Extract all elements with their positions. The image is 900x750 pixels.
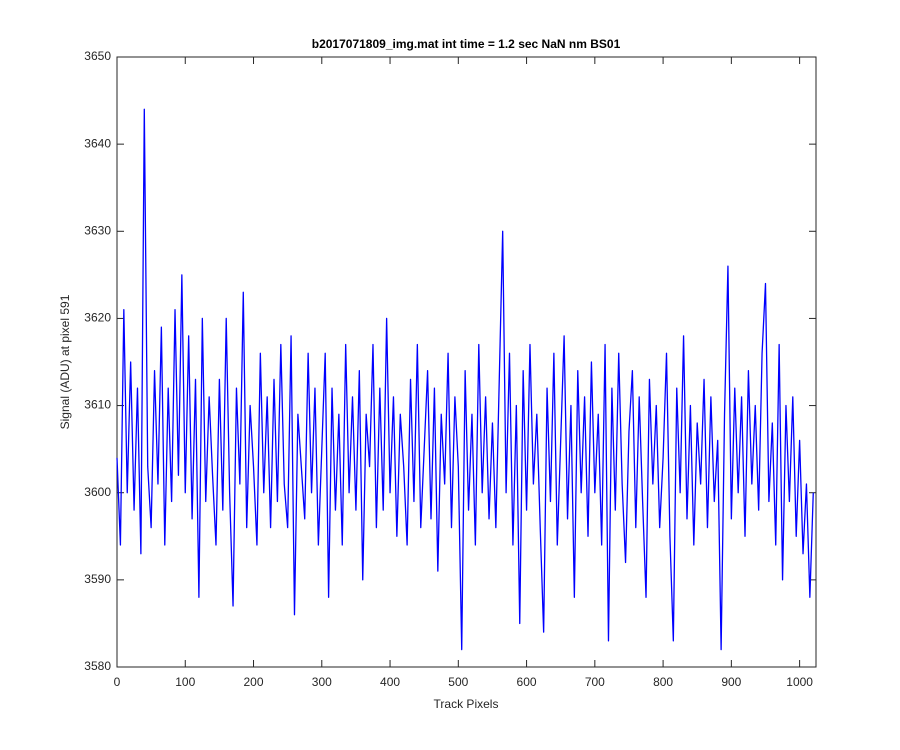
x-tick-label: 700 <box>585 675 605 689</box>
x-tick-label: 500 <box>448 675 468 689</box>
data-line <box>116 108 814 651</box>
y-tick-label: 3620 <box>84 311 111 325</box>
y-tick-label: 3640 <box>84 136 111 150</box>
axes-box <box>116 56 817 668</box>
y-tick-label: 3600 <box>84 485 111 499</box>
y-tick-label: 3580 <box>84 659 111 673</box>
chart-title: b2017071809_img.mat int time = 1.2 sec N… <box>312 37 621 51</box>
y-tick-label: 3590 <box>84 572 111 586</box>
x-tick-label: 600 <box>517 675 537 689</box>
x-tick-label: 400 <box>380 675 400 689</box>
x-tick-label: 100 <box>175 675 195 689</box>
x-tick-label: 300 <box>312 675 332 689</box>
x-tick-label: 1000 <box>786 675 813 689</box>
x-axis-label: Track Pixels <box>434 697 499 711</box>
x-tick-label: 800 <box>653 675 673 689</box>
x-tick-label: 0 <box>114 675 121 689</box>
y-tick-label: 3610 <box>84 398 111 412</box>
y-tick-label: 3630 <box>84 223 111 237</box>
x-tick-label: 200 <box>244 675 264 689</box>
x-tick-label: 900 <box>721 675 741 689</box>
y-axis-label: Signal (ADU) at pixel 591 <box>58 294 72 429</box>
y-tick-label: 3650 <box>84 49 111 63</box>
